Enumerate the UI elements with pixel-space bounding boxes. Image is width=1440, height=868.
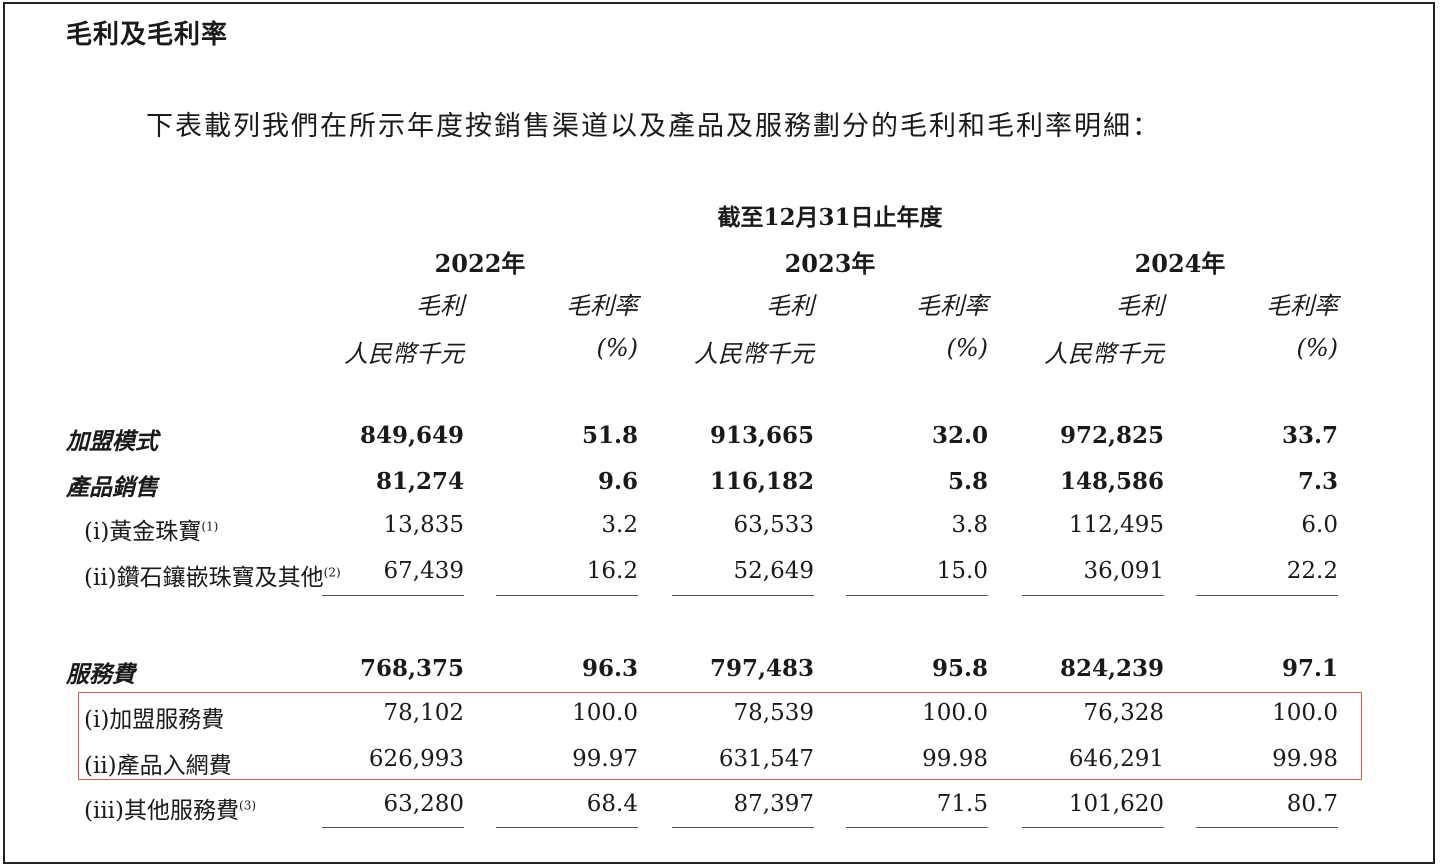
table-cell: 52,649 <box>733 558 814 584</box>
table-cell: 3.2 <box>601 512 638 538</box>
rule <box>672 827 814 828</box>
gm-header-2023: 毛利率 <box>916 292 988 320</box>
gp-header-2022: 毛利 <box>416 292 464 320</box>
table-cell: 15.0 <box>936 558 988 584</box>
footnote-marker: (3) <box>239 798 257 813</box>
gp-header-2024: 毛利 <box>1116 292 1164 320</box>
table-cell: 33.7 <box>1281 422 1338 449</box>
table-cell: 68.4 <box>586 791 638 817</box>
rule <box>846 827 988 828</box>
table-cell: 81,274 <box>375 468 464 495</box>
table-cell: 3.8 <box>951 512 988 538</box>
table-cell: 87,397 <box>733 791 814 817</box>
gm-header-2024: 毛利率 <box>1266 292 1338 320</box>
table-cell: 76,328 <box>1083 700 1164 726</box>
table-cell: 78,102 <box>383 700 464 726</box>
gm-header-2022: 毛利率 <box>566 292 638 320</box>
footnote-marker: (2) <box>323 565 341 580</box>
table-cell: 96.3 <box>581 655 638 682</box>
rule <box>496 595 638 596</box>
intro-paragraph: 下表載列我們在所示年度按銷售渠道以及產品及服務劃分的毛利和毛利率明細： <box>146 111 1161 142</box>
table-cell: 626,993 <box>368 746 464 772</box>
page-frame <box>3 2 1435 864</box>
table-cell: 7.3 <box>1297 468 1338 495</box>
rule <box>322 827 464 828</box>
year-header-2022: 2022年 <box>434 249 526 278</box>
table-cell: 99.98 <box>1272 746 1338 772</box>
table-cell: 99.97 <box>572 746 638 772</box>
row-label-diamond-jewelry: (ii)鑽石鑲嵌珠寶及其他(2) <box>84 565 341 591</box>
table-cell: 5.8 <box>947 468 988 495</box>
section-title: 毛利及毛利率 <box>66 20 229 50</box>
table-cell: 67,439 <box>383 558 464 584</box>
gm-unit-2022: (%) <box>596 334 638 362</box>
table-cell: 101,620 <box>1068 791 1164 817</box>
table-cell: 631,547 <box>718 746 814 772</box>
table-cell: 148,586 <box>1059 468 1164 495</box>
gp-unit-2022: 人民幣千元 <box>344 340 464 368</box>
table-cell: 78,539 <box>733 700 814 726</box>
row-label-service-fees: 服務費 <box>66 661 135 688</box>
rule <box>1022 827 1164 828</box>
row-label-product-listing-fee: (ii)產品入網費 <box>84 753 232 779</box>
rule <box>1196 827 1338 828</box>
gp-header-2023: 毛利 <box>766 292 814 320</box>
table-cell: 36,091 <box>1083 558 1164 584</box>
table-cell: 63,533 <box>733 512 814 538</box>
table-cell: 972,825 <box>1059 422 1164 449</box>
rule <box>1196 595 1338 596</box>
table-cell: 97.1 <box>1281 655 1338 682</box>
table-cell: 849,649 <box>359 422 464 449</box>
table-cell: 32.0 <box>931 422 988 449</box>
table-cell: 13,835 <box>383 512 464 538</box>
rule <box>1022 595 1164 596</box>
row-label-other-service-fees: (iii)其他服務費(3) <box>84 798 257 824</box>
gp-unit-2023: 人民幣千元 <box>694 340 814 368</box>
table-cell: 646,291 <box>1068 746 1164 772</box>
table-cell: 63,280 <box>383 791 464 817</box>
table-cell: 797,483 <box>709 655 814 682</box>
row-label-product-sales: 產品銷售 <box>66 474 158 501</box>
rule <box>672 595 814 596</box>
rule <box>496 827 638 828</box>
footnote-marker: (1) <box>201 519 219 534</box>
table-cell: 100.0 <box>572 700 638 726</box>
table-cell: 100.0 <box>922 700 988 726</box>
table-cell: 71.5 <box>936 791 988 817</box>
table-cell: 768,375 <box>359 655 464 682</box>
gm-unit-2024: (%) <box>1296 334 1338 362</box>
table-cell: 22.2 <box>1286 558 1338 584</box>
gp-unit-2024: 人民幣千元 <box>1044 340 1164 368</box>
year-header-2024: 2024年 <box>1134 249 1226 278</box>
table-cell: 112,495 <box>1068 512 1164 538</box>
table-cell: 100.0 <box>1272 700 1338 726</box>
rule <box>322 595 464 596</box>
table-cell: 913,665 <box>709 422 814 449</box>
gm-unit-2023: (%) <box>946 334 988 362</box>
table-cell: 824,239 <box>1059 655 1164 682</box>
table-cell: 9.6 <box>597 468 638 495</box>
row-label-gold-jewelry: (i)黃金珠寶(1) <box>84 519 219 545</box>
year-header-2023: 2023年 <box>784 249 876 278</box>
table-cell: 95.8 <box>931 655 988 682</box>
table-cell: 116,182 <box>709 468 814 495</box>
table-cell: 16.2 <box>586 558 638 584</box>
table-cell: 51.8 <box>581 422 638 449</box>
highlight-box <box>78 692 1362 780</box>
table-cell: 80.7 <box>1286 791 1338 817</box>
row-label-franchise: 加盟模式 <box>66 428 158 455</box>
row-label-franchise-service-fee: (i)加盟服務費 <box>84 707 225 733</box>
table-cell: 99.98 <box>922 746 988 772</box>
rule <box>846 595 988 596</box>
table-cell: 6.0 <box>1301 512 1338 538</box>
period-header: 截至12月31日止年度 <box>717 204 943 231</box>
